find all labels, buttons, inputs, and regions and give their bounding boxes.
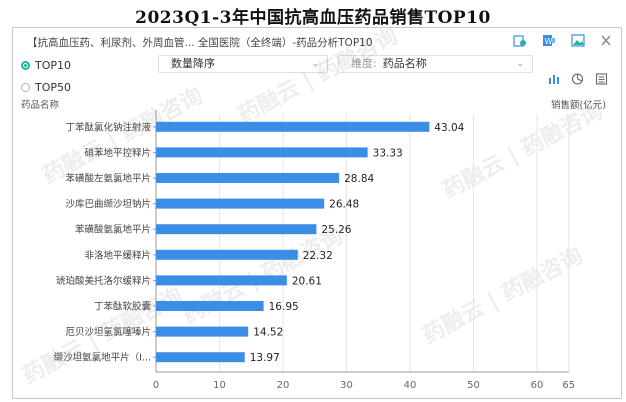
- bar: [156, 121, 430, 132]
- dimension-select-label: 维度:: [351, 57, 377, 70]
- panel-title: 【抗高血压药、利尿剂、外周血管... 全国医院（全终端）-药品分析TOP10: [27, 37, 373, 49]
- x-tick-label: 65: [562, 380, 575, 391]
- bar-view-icon[interactable]: [548, 73, 561, 85]
- chevron-down-icon: ⌄: [516, 59, 524, 69]
- image-icon[interactable]: [571, 34, 585, 47]
- category-label: 硝苯地平控释片: [84, 147, 151, 159]
- radio-dot-icon: [21, 61, 30, 70]
- category-label: 沙库巴曲缬沙坦钠片: [65, 198, 151, 210]
- x-tick-label: 0: [153, 380, 159, 391]
- pie-view-icon[interactable]: [571, 73, 584, 85]
- category-label: 苯磺酸氨氯地平片: [75, 224, 151, 236]
- value-label: 22.32: [303, 250, 333, 262]
- value-label: 13.97: [250, 352, 280, 364]
- svg-text:W: W: [545, 37, 553, 46]
- bar: [156, 173, 340, 183]
- bar: [156, 224, 317, 235]
- y-axis-caption: 药品名称: [21, 100, 60, 111]
- bar: [156, 301, 264, 311]
- chevron-down-icon: ⌄: [311, 59, 319, 69]
- category-label: 缬沙坦氨氯地平片（Ⅰ...: [54, 352, 151, 364]
- sort-select[interactable]: 数量降序 ⌄: [158, 55, 328, 73]
- bar: [156, 326, 249, 337]
- x-tick-label: 30: [340, 380, 353, 391]
- close-icon[interactable]: [599, 34, 613, 47]
- x-tick-label: 10: [213, 380, 226, 391]
- radio-top10-label: TOP10: [35, 59, 72, 72]
- value-label: 20.61: [292, 275, 322, 287]
- value-label: 28.84: [344, 173, 374, 185]
- radio-top50[interactable]: TOP50: [21, 81, 71, 94]
- value-label: 14.52: [253, 327, 283, 339]
- bar: [156, 275, 287, 286]
- category-label: 非洛地平缓释片: [84, 249, 151, 261]
- bar: [156, 352, 245, 363]
- table-view-icon[interactable]: [595, 73, 608, 85]
- value-label: 25.26: [321, 224, 351, 236]
- radio-top50-label: TOP50: [35, 81, 72, 94]
- word-icon[interactable]: W: [542, 34, 556, 47]
- chart-panel: 【抗高血压药、利尿剂、外周血管... 全国医院（全终端）-药品分析TOP10 W…: [12, 24, 622, 399]
- dimension-select[interactable]: 维度: 药品名称 ⌄: [338, 55, 533, 73]
- sort-select-value: 数量降序: [171, 57, 215, 70]
- bar: [156, 198, 325, 209]
- value-label: 43.04: [434, 122, 464, 134]
- value-label: 33.33: [373, 147, 403, 159]
- bar-chart: 0 10 20 30 40 50 60 65 丁苯酞氯化钠注射液 43.04 硝苯地平控释片 33.3…: [54, 110, 575, 391]
- category-label: 琥珀酸美托洛尔缓释片: [56, 275, 151, 287]
- radio-top10[interactable]: TOP10: [21, 59, 71, 72]
- x-tick-label: 60: [531, 380, 544, 391]
- x-tick-label: 40: [404, 380, 417, 391]
- dimension-select-value: 药品名称: [382, 57, 427, 70]
- radio-dot-icon: [21, 83, 30, 92]
- x-tick-label: 50: [467, 380, 480, 391]
- bar: [156, 249, 298, 260]
- category-label: 丁苯酞软胶囊: [94, 301, 152, 313]
- x-tick-label: 20: [277, 380, 290, 391]
- value-label: 26.48: [329, 199, 359, 211]
- category-label: 苯磺酸左氨氯地平片: [65, 173, 151, 185]
- category-label: 厄贝沙坦氢氯噻嗪片: [65, 326, 151, 338]
- x-axis-caption: 销售额(亿元): [551, 100, 606, 111]
- value-label: 16.95: [269, 301, 299, 313]
- category-label: 丁苯酞氯化钠注射液: [65, 121, 151, 133]
- export-excel-icon[interactable]: [513, 34, 527, 47]
- page-title: 2023Q1-3年中国抗高血压药品销售TOP10: [135, 8, 491, 28]
- bar: [156, 147, 368, 158]
